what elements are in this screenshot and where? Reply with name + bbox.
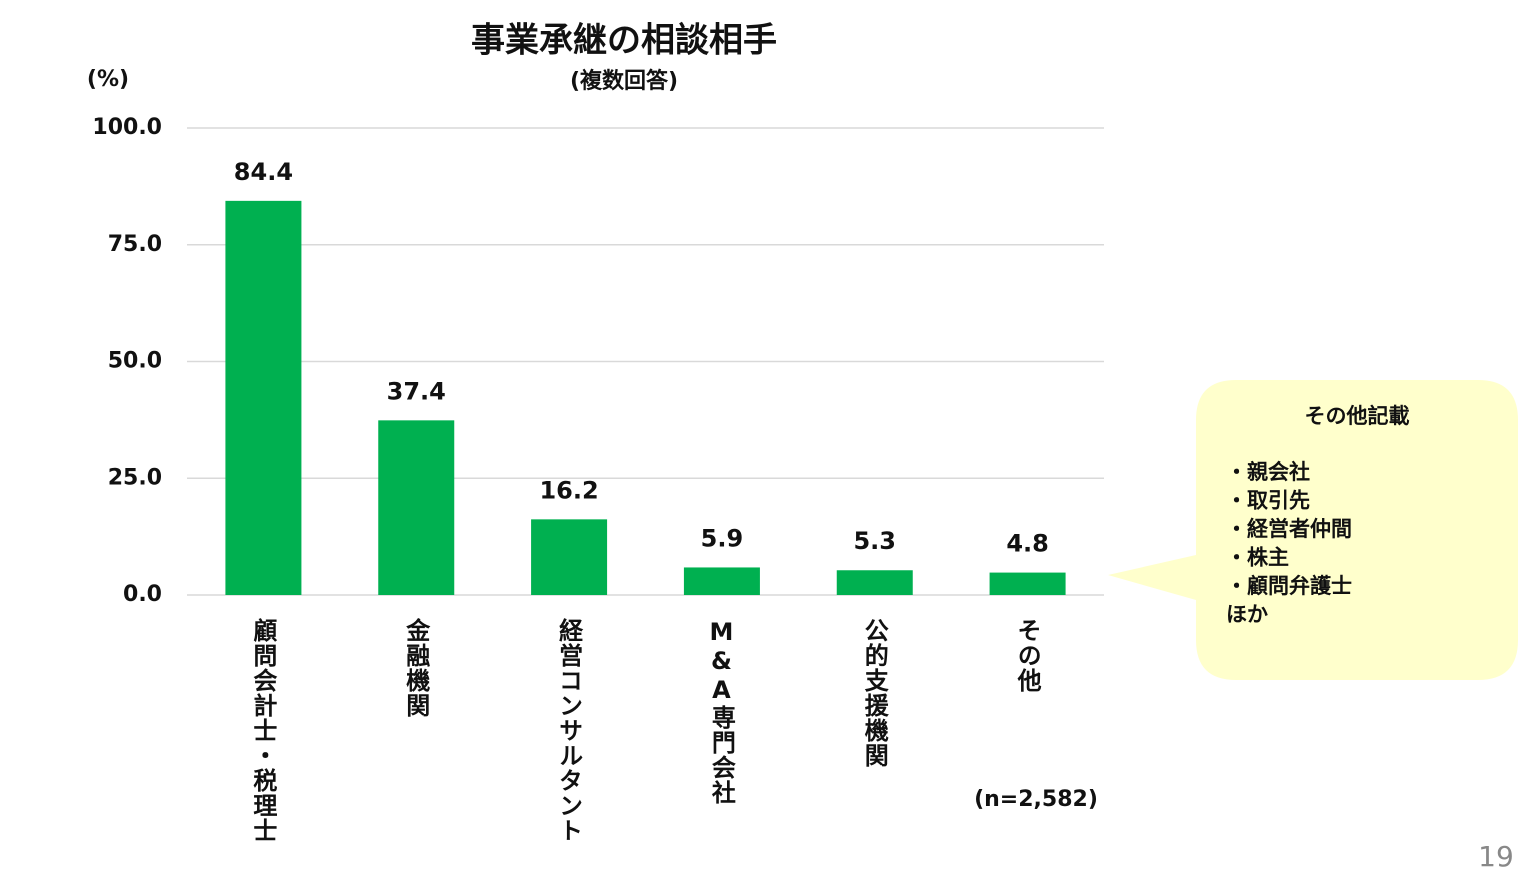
- page-number: 19: [1478, 840, 1514, 873]
- x-tick-label: M&A専門会社: [707, 618, 736, 805]
- bar: [378, 420, 455, 595]
- callout-title: その他記載: [1305, 404, 1410, 428]
- callout-item: ・取引先: [1226, 489, 1310, 513]
- callout-bubble: [1108, 380, 1518, 680]
- bar: [683, 567, 760, 595]
- y-tick-label: 50.0: [108, 349, 162, 374]
- x-tick-label: その他: [1013, 618, 1042, 693]
- y-tick-label: 75.0: [108, 232, 162, 257]
- sample-note: (n=2,582): [974, 787, 1098, 812]
- y-tick-label: 25.0: [108, 465, 162, 490]
- x-tick-label: 金融機関: [401, 618, 430, 718]
- chart-subtitle: (複数回答): [570, 68, 678, 94]
- y-tick-label: 0.0: [123, 582, 162, 607]
- callout-item: ・顧問弁護士: [1226, 574, 1352, 598]
- bar: [225, 200, 302, 596]
- chart-title: 事業承継の相談相手: [471, 21, 777, 61]
- data-label: 4.8: [1006, 530, 1049, 558]
- bar: [531, 519, 608, 595]
- bar: [836, 570, 913, 595]
- data-label: 37.4: [387, 377, 446, 405]
- data-label: 16.2: [539, 476, 598, 504]
- x-tick-label: 公的支援機関: [860, 618, 889, 768]
- callout-item: ・株主: [1226, 546, 1289, 570]
- bar: [989, 572, 1066, 595]
- data-label: 5.9: [701, 524, 744, 552]
- data-label: 84.4: [234, 158, 293, 186]
- x-tick-label: 経営コンサルタント: [554, 618, 583, 843]
- callout-item: ・親会社: [1226, 460, 1310, 484]
- callout-item: ・経営者仲間: [1226, 517, 1352, 541]
- data-label: 5.3: [853, 527, 896, 555]
- y-tick-label: 100.0: [92, 115, 162, 140]
- x-tick-label: 顧問会計士・税理士: [248, 618, 277, 843]
- y-unit: (%): [87, 67, 129, 92]
- callout-footer: ほか: [1226, 603, 1268, 627]
